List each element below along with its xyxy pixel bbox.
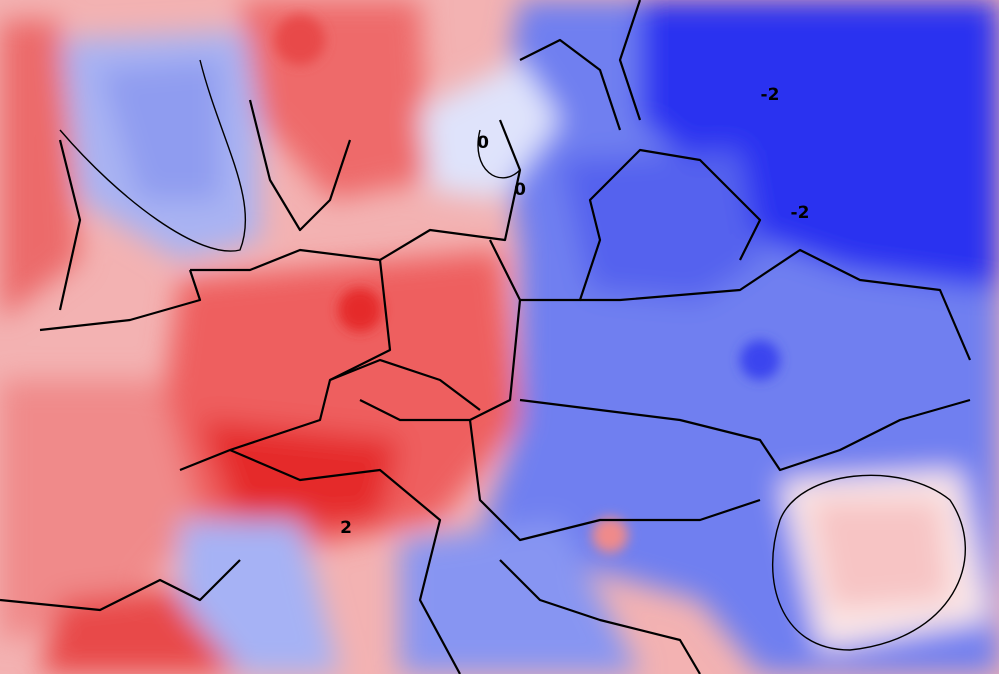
contour-label: 2 [340, 518, 352, 538]
contour-label: 0 [514, 180, 526, 200]
contour-label: -2 [791, 203, 810, 223]
country-borders [0, 0, 972, 674]
contour-labels: -2 -2 0 0 2 [340, 85, 809, 538]
contours [59, 59, 966, 651]
contour-label: -2 [761, 85, 780, 105]
contour-label: 0 [477, 133, 489, 153]
